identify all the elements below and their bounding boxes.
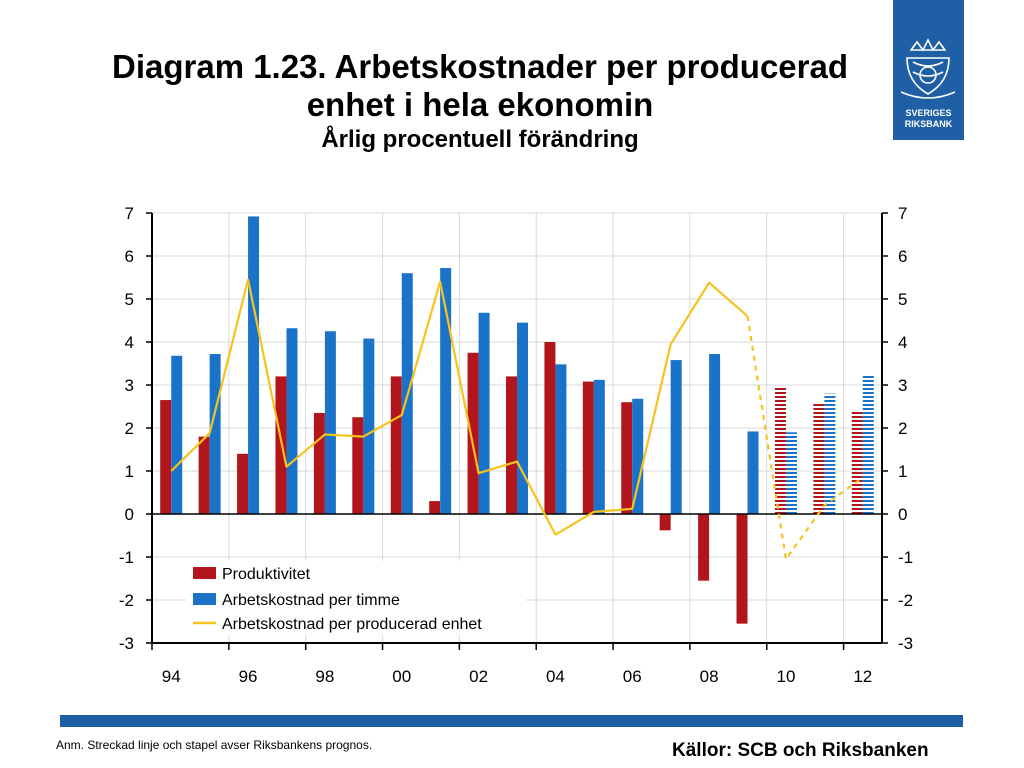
productivity-bar	[621, 402, 633, 514]
x-tick-label: 12	[853, 667, 872, 686]
productivity-bar	[313, 412, 325, 514]
y-tick-label-left: 4	[125, 333, 134, 352]
chart-title-line-2: enhet i hela ekonomin	[306, 86, 654, 123]
y-tick-label-right: 7	[898, 204, 907, 223]
labour-cost-per-hour-bar	[286, 328, 298, 514]
y-tick-label-right: -2	[898, 591, 913, 610]
logo-text: SVERIGES RIKSBANK	[893, 108, 964, 130]
labour-cost-per-hour-bar	[209, 354, 221, 514]
y-tick-label-right: 4	[898, 333, 907, 352]
productivity-bar	[659, 514, 671, 531]
riksbank-logo: SVERIGES RIKSBANK	[893, 0, 964, 140]
x-tick-label: 94	[162, 667, 181, 686]
legend-label: Arbetskostnad per producerad enhet	[222, 616, 482, 633]
productivity-bar	[237, 453, 249, 514]
x-tick-label: 02	[469, 667, 488, 686]
footer-band	[60, 715, 963, 727]
legend-swatch-labour-cost-per-hour	[193, 593, 216, 605]
y-tick-label-right: 3	[898, 376, 907, 395]
x-tick-label: 04	[546, 667, 565, 686]
productivity-bar	[813, 402, 825, 514]
source-text: Källor: SCB och Riksbanken	[672, 740, 929, 761]
y-tick-label-left: 7	[125, 204, 134, 223]
labour-cost-per-hour-bar	[517, 322, 528, 514]
y-tick-label-left: 0	[125, 505, 134, 524]
productivity-bar	[160, 400, 172, 514]
y-tick-label-right: 1	[898, 462, 907, 481]
x-tick-label: 98	[315, 667, 334, 686]
labour-cost-per-hour-bar	[747, 431, 759, 514]
productivity-bar	[698, 514, 710, 581]
labour-cost-per-hour-bar	[593, 379, 605, 514]
logo-text-line-1: SVERIGES	[905, 108, 952, 118]
chart-title-line-1: Diagram 1.23. Arbetskostnader per produc…	[111, 48, 849, 85]
riksbank-crest-icon	[900, 38, 956, 99]
y-tick-label-left: -3	[119, 634, 134, 653]
labour-cost-per-hour-bar	[248, 216, 260, 514]
x-tick-label: 08	[700, 667, 719, 686]
productivity-bar	[352, 417, 364, 514]
y-tick-label-left: -1	[119, 548, 134, 567]
y-tick-label-right: 0	[898, 505, 907, 524]
logo-text-line-2: RIKSBANK	[904, 119, 953, 129]
y-tick-label-right: 5	[898, 290, 907, 309]
labour-cost-per-hour-bar	[785, 432, 797, 514]
legend-label: Produktivitet	[222, 566, 311, 583]
productivity-bar	[774, 387, 786, 514]
footnote: Anm. Streckad linje och stapel avser Rik…	[56, 738, 373, 752]
chart-title: Diagram 1.23. Arbetskostnader per produc…	[40, 48, 920, 124]
x-tick-label: 96	[239, 667, 258, 686]
labour-cost-per-hour-bar	[670, 360, 682, 514]
x-tick-label: 06	[623, 667, 642, 686]
y-tick-label-right: -1	[898, 548, 913, 567]
productivity-bar	[544, 342, 556, 514]
y-tick-label-left: 5	[125, 290, 134, 309]
labour-cost-per-hour-bar	[709, 354, 721, 514]
x-tick-label: 10	[776, 667, 795, 686]
labour-cost-per-hour-bar	[555, 364, 567, 514]
productivity-bar	[582, 381, 594, 514]
y-tick-label-left: 2	[125, 419, 134, 438]
productivity-bar	[851, 410, 863, 514]
y-tick-label-right: 2	[898, 419, 907, 438]
x-tick-label: 00	[392, 667, 411, 686]
legend-label: Arbetskostnad per timme	[222, 592, 400, 609]
productivity-bar	[198, 436, 210, 514]
legend-background	[186, 561, 526, 635]
y-tick-label-left: 6	[125, 247, 134, 266]
productivity-bar	[390, 376, 402, 514]
productivity-bar	[429, 501, 441, 514]
labour-cost-per-hour-bar	[171, 355, 183, 514]
legend-swatch-productivity	[193, 567, 216, 579]
productivity-bar	[467, 352, 479, 514]
labour-cost-per-hour-bar	[324, 331, 336, 514]
y-tick-label-left: -2	[119, 591, 134, 610]
y-tick-label-left: 3	[125, 376, 134, 395]
labour-cost-per-hour-bar	[440, 268, 452, 514]
y-tick-label-right: 6	[898, 247, 907, 266]
y-tick-label-right: -3	[898, 634, 913, 653]
unit-labour-cost-line	[170, 278, 749, 536]
chart-subtitle: Årlig procentuell förändring	[321, 126, 639, 153]
productivity-bar	[506, 376, 517, 514]
productivity-bar	[736, 514, 748, 624]
labour-cost-per-hour-bar	[862, 374, 874, 514]
labour-cost-per-hour-bar	[478, 312, 490, 514]
labour-cost-per-hour-bar	[363, 338, 375, 514]
labour-cost-per-hour-bar	[824, 393, 836, 514]
unit-labour-cost-forecast-line	[746, 316, 864, 562]
y-tick-label-left: 1	[125, 462, 134, 481]
labour-cost-per-hour-bar	[632, 398, 644, 514]
labour-cost-chart: 7 76 65 54 43 32 21 10 0-1 -1-2 -2-3 -394 96 98 00 02 04…	[119, 204, 913, 686]
